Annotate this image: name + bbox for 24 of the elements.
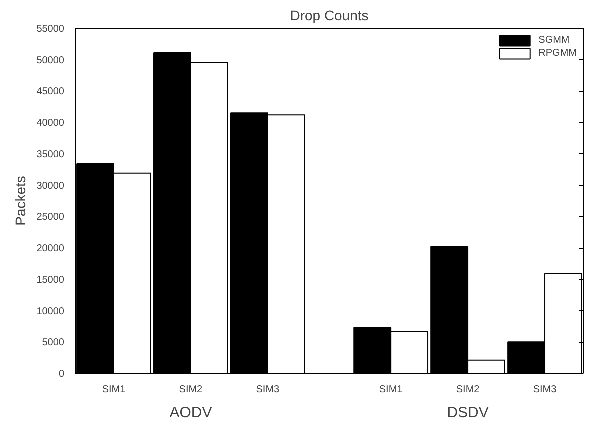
y-tick-label: 25000 [36, 212, 65, 224]
x-tick-label: SIM1 [102, 384, 126, 396]
y-tick-label: 50000 [36, 55, 65, 66]
y-axis-title: Packets [12, 176, 29, 226]
legend-label: SGMM [538, 34, 570, 46]
y-tick-label: 15000 [36, 274, 65, 286]
x-tick-label: SIM3 [533, 384, 558, 396]
y-tick-label: 5000 [42, 338, 65, 349]
x-tick-label: SIM2 [179, 384, 204, 396]
x-tick-label: SIM1 [379, 384, 404, 396]
text: AODV [170, 404, 212, 422]
legend-label: RPGMM [538, 48, 577, 60]
x-tick-label: SIM3 [256, 384, 280, 396]
chart-title: Drop Counts [290, 8, 369, 24]
y-tick-label: 45000 [36, 86, 65, 98]
y-tick-label: 35000 [36, 149, 65, 160]
y-tick-label: 40000 [36, 118, 65, 130]
y-tick-label: 55000 [36, 24, 65, 35]
y-tick-label: 10000 [36, 306, 65, 318]
y-tick-label: 20000 [36, 244, 65, 255]
x-tick-label: SIM2 [456, 384, 480, 396]
y-tick-label: 0 [58, 369, 65, 380]
text: DSDV [447, 404, 489, 422]
y-tick-label: 30000 [36, 180, 65, 192]
